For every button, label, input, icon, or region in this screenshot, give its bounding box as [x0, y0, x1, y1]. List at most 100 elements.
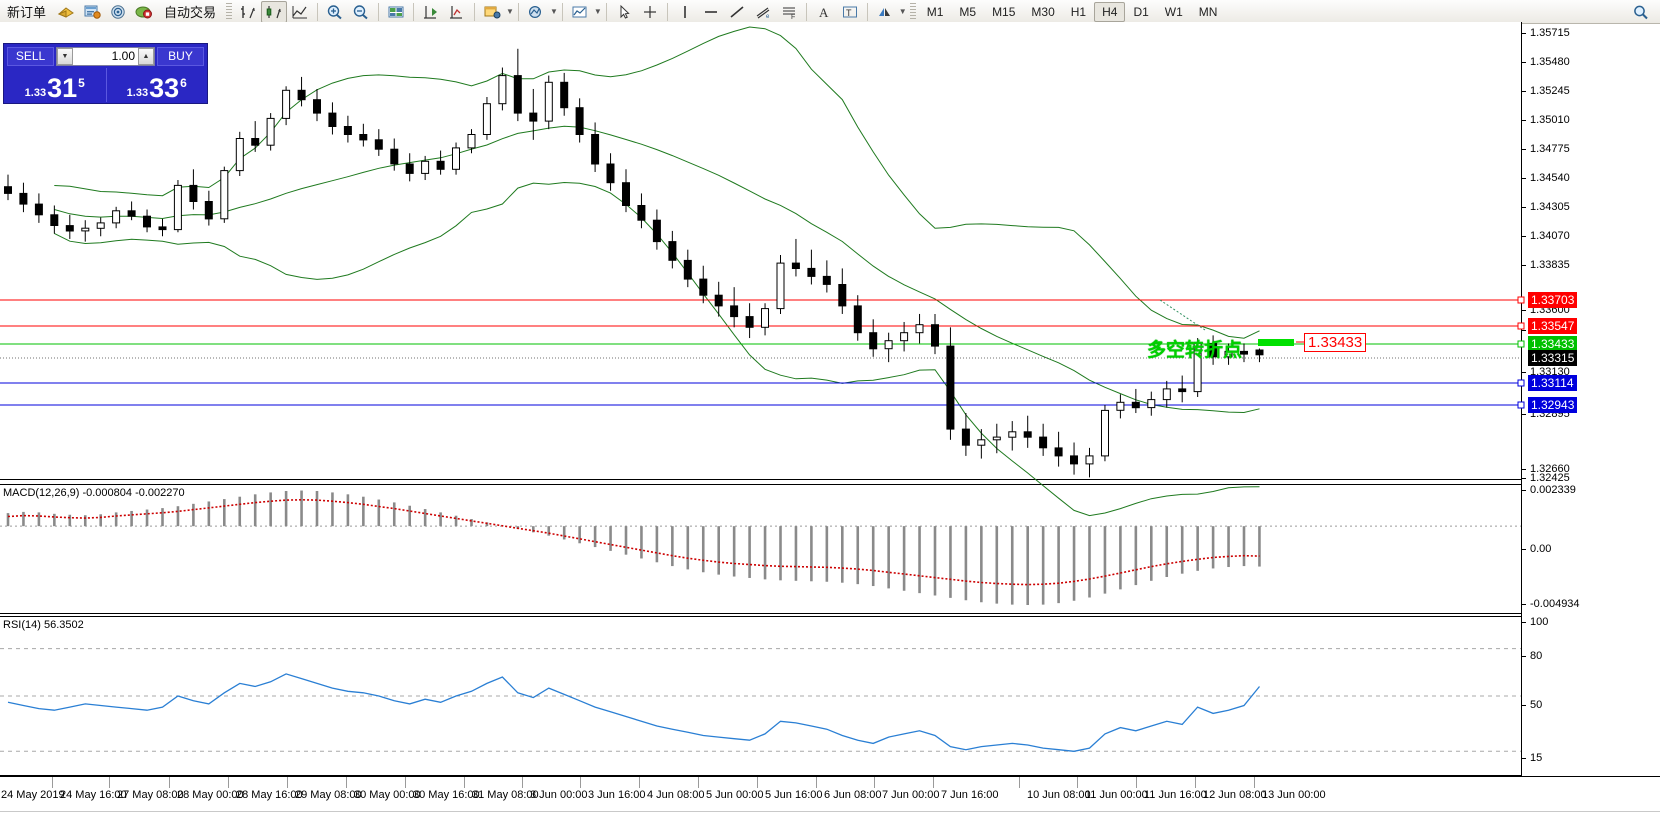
price-tick-label: 1.35480: [1530, 56, 1570, 68]
fibonacci-icon[interactable]: F: [776, 1, 802, 23]
autotrade-icon[interactable]: [131, 1, 157, 23]
sell-price-cell[interactable]: 1.33 31 5: [4, 68, 106, 102]
periods-dropdown-caret[interactable]: ▼: [593, 7, 602, 16]
bar-chart-icon[interactable]: [235, 1, 261, 23]
volume-input[interactable]: 1.00: [73, 47, 138, 65]
arrows-dropdown-caret[interactable]: ▼: [898, 7, 907, 16]
price-level-handle[interactable]: [1517, 401, 1525, 409]
price-callout-label[interactable]: 1.33433: [1304, 333, 1367, 352]
time-axis-divider: [698, 777, 699, 788]
periods-icon[interactable]: [567, 1, 593, 23]
arrows-icon[interactable]: [872, 1, 898, 23]
indicators-dropdown-caret[interactable]: ▼: [549, 7, 558, 16]
svg-text:e: e: [766, 14, 770, 20]
sell-price-big: 31: [47, 73, 78, 103]
svg-text:T: T: [846, 8, 852, 18]
timeframe-m15[interactable]: M15: [992, 4, 1016, 19]
timeframe-w1[interactable]: W1: [1164, 4, 1183, 19]
timeframe-m5[interactable]: M5: [959, 4, 977, 19]
time-axis-divider: [287, 777, 288, 788]
buy-price-cell[interactable]: 1.33 33 6: [105, 68, 208, 102]
toolbar-separator-3: [413, 2, 415, 21]
toolbar-separator-1: [317, 2, 319, 21]
time-axis-divider: [522, 777, 523, 788]
templates-icon[interactable]: [479, 1, 505, 23]
volume-increase-icon[interactable]: ▲: [138, 47, 154, 65]
templates-dropdown-caret[interactable]: ▼: [506, 7, 514, 16]
octp-prices-row: 1.33 31 5 1.33 33 6: [4, 68, 207, 102]
price-tick-mark: [1522, 62, 1526, 63]
vertical-line-icon[interactable]: [672, 1, 698, 23]
time-axis-divider: [346, 777, 347, 788]
shift-end-icon[interactable]: [418, 1, 444, 23]
price-level-handle[interactable]: [1517, 296, 1525, 304]
line-chart-icon[interactable]: [287, 1, 313, 23]
search-icon[interactable]: [1628, 1, 1654, 23]
time-axis-label: 7 Jun 00:00: [882, 789, 940, 801]
timeframe-d1[interactable]: D1: [1133, 4, 1149, 19]
timeframe-m30[interactable]: M30: [1031, 4, 1055, 19]
tile-windows-icon[interactable]: [383, 1, 409, 23]
data-window-icon[interactable]: [79, 1, 105, 23]
chart-annotation-text[interactable]: 多空转折点: [1147, 339, 1243, 361]
trendline-icon[interactable]: [724, 1, 750, 23]
crosshair-icon[interactable]: [637, 1, 663, 23]
signals-icon[interactable]: [105, 1, 131, 23]
time-axis-divider: [639, 777, 640, 788]
time-axis[interactable]: 24 May 2019 24 May 16:00 27 May 08:00 28 Ma…: [0, 776, 1660, 817]
zoom-out-icon[interactable]: [348, 1, 374, 23]
text-label-icon[interactable]: T: [837, 1, 863, 23]
price-level-chip[interactable]: 1.33547: [1528, 318, 1578, 334]
volume-stepper[interactable]: ▼ 1.00 ▲: [56, 46, 155, 66]
price-tick-label: 1.34540: [1530, 172, 1570, 184]
macd-indicator-label: MACD(12,26,9) -0.000804 -0.002270: [3, 487, 185, 499]
indicators-icon[interactable]: [523, 1, 549, 23]
sell-price-prefix: 1.33: [24, 87, 47, 99]
autotrade-label[interactable]: 自动交易: [164, 5, 217, 20]
time-axis-divider: [228, 777, 229, 788]
toolbar-grip-2[interactable]: [909, 2, 916, 21]
macd-axis-label: 0.002339: [1530, 484, 1576, 496]
price-level-chip[interactable]: 1.33315: [1528, 350, 1578, 366]
time-axis-divider: [169, 777, 170, 788]
timeframe-m1[interactable]: M1: [926, 4, 944, 19]
macd-tick-mark: [1522, 490, 1526, 491]
buy-button[interactable]: BUY: [157, 46, 204, 66]
price-level-chip[interactable]: 1.33703: [1528, 292, 1578, 308]
candlestick-chart-icon[interactable]: [261, 0, 288, 23]
price-tick-mark: [1522, 149, 1526, 150]
price-chart-pane[interactable]: [0, 22, 1521, 480]
time-axis-label: 5 Jun 00:00: [706, 789, 764, 801]
macd-pane[interactable]: [0, 484, 1521, 614]
price-level-chip[interactable]: 1.33114: [1528, 375, 1577, 391]
timeframe-h1[interactable]: H1: [1070, 4, 1087, 19]
time-axis-label: 13 Jun 00:00: [1262, 789, 1326, 801]
time-axis-label: 5 Jun 16:00: [765, 789, 823, 801]
one-click-trading-panel[interactable]: SELL ▼ 1.00 ▲ BUY 1.33 31 5 1.33 33 6: [3, 43, 208, 104]
time-axis-divider: [1195, 777, 1196, 788]
volume-decrease-icon[interactable]: ▼: [57, 47, 73, 65]
expert-advisor-icon[interactable]: [53, 1, 79, 23]
cursor-icon[interactable]: [611, 1, 637, 23]
rsi-tick-mark: [1522, 622, 1526, 623]
rsi-tick-mark: [1522, 656, 1526, 657]
price-tick-mark: [1522, 120, 1526, 121]
price-tick-mark: [1522, 372, 1526, 373]
equidistant-channel-icon[interactable]: e: [750, 1, 776, 23]
autoscroll-icon[interactable]: [444, 1, 470, 23]
timeframe-mn[interactable]: MN: [1198, 4, 1218, 19]
horizontal-line-icon[interactable]: [698, 1, 724, 23]
price-level-chip[interactable]: 1.32943: [1528, 397, 1578, 413]
timeframe-h4[interactable]: H4: [1094, 1, 1126, 22]
new-order-button[interactable]: 新订单: [7, 5, 47, 20]
sell-button[interactable]: SELL: [7, 46, 54, 66]
price-level-handle[interactable]: [1517, 322, 1525, 330]
price-tick-label: 1.34070: [1530, 230, 1570, 242]
price-level-chip[interactable]: 1.33433: [1528, 336, 1578, 352]
price-level-handle[interactable]: [1517, 340, 1525, 348]
zoom-in-icon[interactable]: [322, 1, 348, 23]
toolbar-grip-1[interactable]: [226, 2, 233, 21]
text-icon[interactable]: A: [811, 1, 837, 23]
time-axis-label: 24 May 2019: [1, 789, 65, 801]
price-level-handle[interactable]: [1517, 379, 1525, 387]
